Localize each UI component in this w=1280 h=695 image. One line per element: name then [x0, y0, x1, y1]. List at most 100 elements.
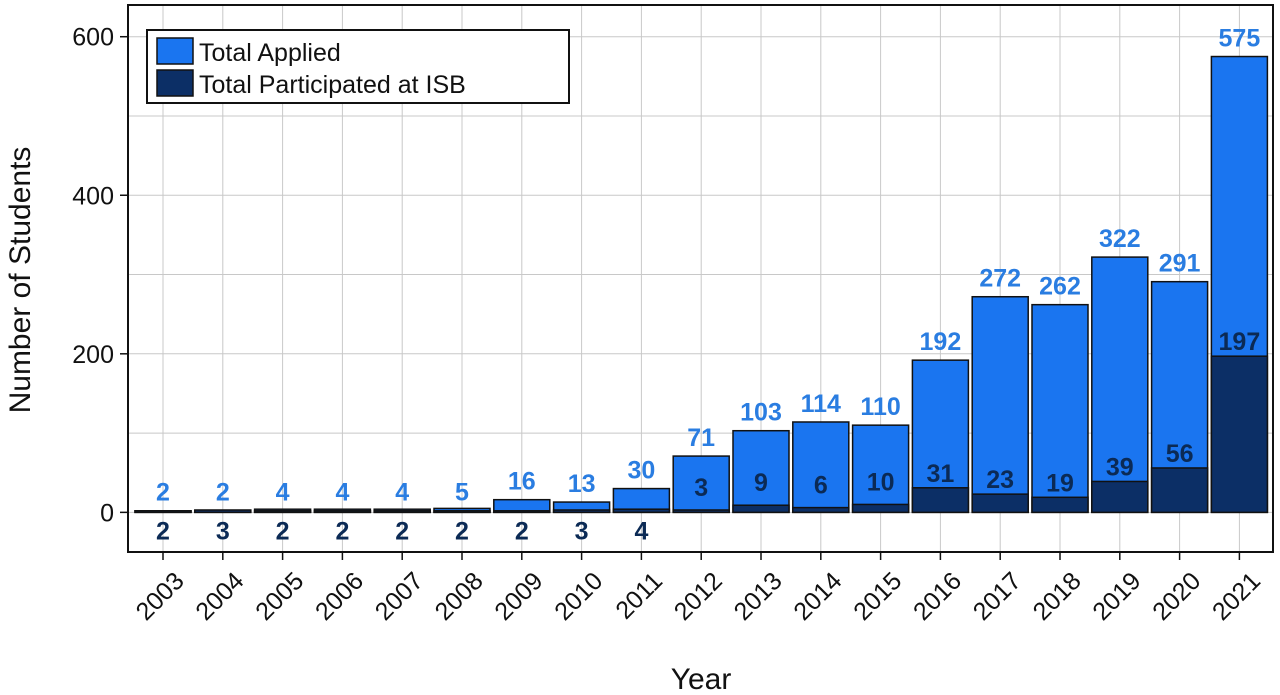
- legend-swatch-participated: [156, 69, 194, 97]
- label-participated-2011: 4: [634, 517, 648, 545]
- legend-swatch-applied: [156, 37, 194, 65]
- bar-participated-2011: [612, 508, 671, 514]
- label-applied-2015: 110: [860, 393, 900, 421]
- x-tick-label: 2019: [1087, 567, 1146, 626]
- label-participated-2012: 3: [694, 474, 708, 502]
- label-applied-2008: 5: [455, 478, 469, 506]
- x-tick-label: 2011: [610, 567, 668, 625]
- x-tick-label: 2021: [1207, 567, 1266, 626]
- label-applied-2004: 2: [216, 478, 230, 506]
- label-participated-2015: 10: [867, 468, 895, 496]
- x-tick-label: 2014: [788, 567, 847, 626]
- label-participated-2017: 23: [986, 466, 1014, 494]
- bar-applied-2013: [732, 429, 790, 514]
- label-participated-2021: 197: [1219, 328, 1261, 356]
- bar-participated-2004: [194, 509, 252, 514]
- label-participated-2018: 19: [1046, 469, 1074, 497]
- bar-participated-2013: [732, 504, 790, 514]
- label-participated-2010: 3: [575, 517, 589, 545]
- label-participated-2019: 39: [1106, 453, 1134, 481]
- label-applied-2003: 2: [156, 478, 170, 506]
- value-labels: 2223424242521621333047131039114611010192…: [156, 25, 1260, 546]
- bar-applied-2016: [911, 359, 970, 514]
- bar-participated-2020: [1150, 467, 1209, 514]
- label-applied-2020: 291: [1159, 250, 1201, 278]
- x-tick-label: 2016: [908, 567, 967, 626]
- x-tick-label: 2018: [1028, 567, 1087, 626]
- bar-applied-2012: [672, 455, 730, 514]
- x-tick-label: 2017: [968, 567, 1027, 626]
- bar-participated-2016: [911, 487, 970, 514]
- bar-participated-2003: [134, 510, 192, 514]
- bar-participated-2008: [433, 510, 491, 514]
- legend-label-participated: Total Participated at ISB: [199, 71, 466, 99]
- label-participated-2020: 56: [1166, 440, 1194, 468]
- label-applied-2009: 16: [508, 468, 536, 496]
- label-participated-2006: 2: [335, 517, 349, 545]
- y-tick-label: 400: [72, 182, 114, 210]
- bar-participated-2018: [1031, 496, 1089, 514]
- bar-participated-2010: [552, 509, 611, 514]
- label-participated-2004: 3: [216, 517, 230, 545]
- label-applied-2010: 13: [568, 470, 596, 498]
- y-tick-label: 600: [72, 24, 114, 52]
- label-applied-2018: 262: [1039, 273, 1081, 301]
- x-tick-label: 2010: [549, 567, 608, 626]
- x-tick-label: 2012: [669, 567, 728, 626]
- label-applied-2017: 272: [979, 265, 1021, 293]
- x-tick-label: 2020: [1147, 567, 1206, 626]
- label-applied-2013: 103: [740, 399, 782, 427]
- label-applied-2014: 114: [801, 390, 841, 418]
- bar-applied-2017: [971, 295, 1029, 514]
- bars: [134, 55, 1269, 514]
- x-tick-label: 2007: [370, 567, 429, 626]
- bar-participated-2009: [493, 510, 551, 514]
- label-applied-2012: 71: [687, 424, 715, 452]
- x-tick-label: 2005: [250, 567, 309, 626]
- bar-applied-2014: [792, 421, 850, 514]
- x-tick-label: 2004: [190, 567, 249, 626]
- label-applied-2016: 192: [920, 328, 962, 356]
- bar-participated-2019: [1091, 480, 1149, 514]
- label-participated-2009: 2: [515, 517, 529, 545]
- x-tick-label: 2013: [729, 567, 788, 626]
- label-applied-2019: 322: [1099, 225, 1141, 253]
- x-axis-title: Year: [671, 663, 732, 695]
- label-participated-2014: 6: [814, 472, 828, 500]
- bar-participated-2012: [672, 509, 730, 514]
- y-axis: 0 200 400 600: [72, 24, 128, 527]
- legend-label-applied: Total Applied: [199, 39, 341, 67]
- x-tick-label: 2008: [430, 567, 489, 626]
- y-axis-title: Number of Students: [4, 147, 37, 414]
- label-applied-2007: 4: [395, 478, 409, 506]
- label-applied-2006: 4: [335, 478, 349, 506]
- bar-applied-2019: [1091, 256, 1149, 514]
- label-participated-2016: 31: [926, 460, 954, 488]
- bar-applied-2015: [851, 424, 910, 514]
- label-participated-2003: 2: [156, 517, 170, 545]
- label-applied-2005: 4: [276, 478, 290, 506]
- legend-box: [146, 29, 570, 104]
- label-applied-2021: 575: [1219, 25, 1261, 53]
- y-tick-label: 0: [100, 499, 114, 527]
- label-applied-2011: 30: [627, 457, 655, 485]
- label-participated-2007: 2: [395, 517, 409, 545]
- x-tick-label: 2009: [489, 567, 548, 626]
- bar-participated-2021: [1210, 355, 1269, 514]
- legend: Total Applied Total Participated at ISB: [146, 29, 570, 104]
- bar-participated-2014: [792, 506, 850, 514]
- label-participated-2005: 2: [276, 517, 290, 545]
- x-tick-label: 2015: [848, 567, 907, 626]
- label-participated-2013: 9: [754, 469, 768, 497]
- bar-participated-2015: [851, 503, 910, 514]
- x-tick-label: 2003: [131, 567, 190, 626]
- x-axis: 2003 2004 2005 2006 2007 2008 2009 2010 2011 2012…: [131, 552, 1266, 626]
- label-participated-2008: 2: [455, 517, 469, 545]
- bar-participated-2005: [253, 510, 312, 514]
- bar-participated-2017: [971, 493, 1029, 514]
- x-tick-label: 2006: [310, 567, 369, 626]
- bar-participated-2006: [313, 510, 372, 514]
- y-tick-label: 200: [72, 341, 114, 369]
- bar-participated-2007: [373, 510, 431, 514]
